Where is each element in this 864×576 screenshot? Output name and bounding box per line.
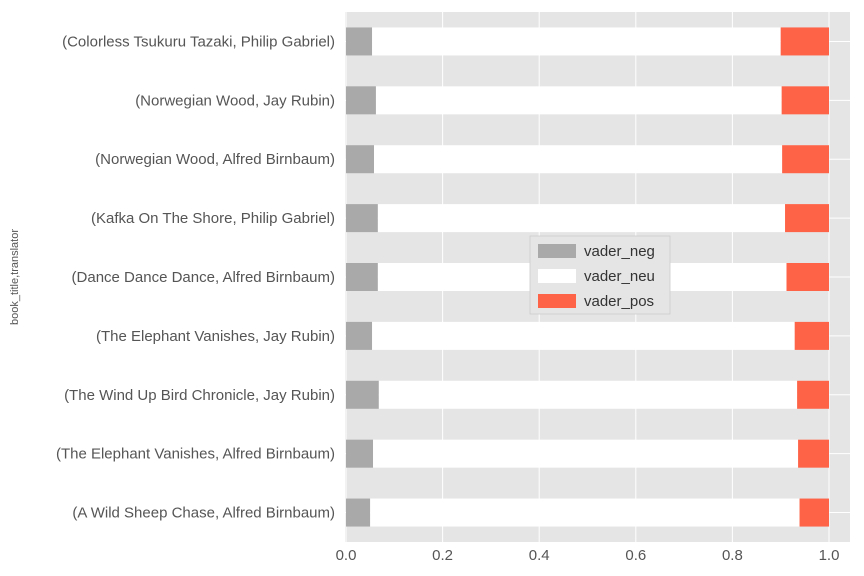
legend-swatch-vader_neg	[538, 244, 576, 258]
y-tick-label: (A Wild Sheep Chase, Alfred Birnbaum)	[72, 505, 335, 522]
x-tick-label: 0.4	[529, 547, 550, 564]
bar-vader_pos	[799, 498, 829, 527]
bar-vader_pos	[794, 321, 829, 350]
bar-vader_neg	[346, 439, 374, 468]
bar-vader_neu	[373, 439, 799, 468]
bar-vader_neg	[346, 263, 378, 291]
x-tick-label: 0.6	[625, 547, 646, 564]
bar-vader_neu	[370, 498, 800, 527]
y-tick-label: (Dance Dance Dance, Alfred Birnbaum)	[72, 269, 335, 286]
legend: vader_neg vader_neu vader_pos	[529, 235, 671, 315]
bar-vader_neg	[346, 86, 376, 115]
bar-vader_neu	[378, 380, 798, 409]
legend-label: vader_pos	[584, 293, 654, 310]
bar-vader_neu	[375, 86, 782, 115]
bar-vader_neg	[346, 145, 375, 174]
y-tick-label: (Norwegian Wood, Jay Rubin)	[135, 92, 335, 109]
y-axis-label: book_title,translator	[9, 229, 21, 325]
bar-vader_neg	[346, 321, 373, 350]
y-tick-labels: (Colorless Tsukuru Tazaki, Philip Gabrie…	[56, 33, 335, 521]
bar-vader_neg	[346, 498, 371, 527]
bar-vader_neu	[377, 204, 786, 233]
bar-vader_neg	[346, 204, 378, 233]
bar-vader_pos	[786, 263, 829, 291]
bar-vader_neg	[346, 27, 373, 56]
x-tick-label: 0.8	[722, 547, 743, 564]
x-tick-label: 0.2	[432, 547, 453, 564]
legend-swatch-vader_pos	[538, 294, 576, 308]
legend-swatch-vader_neu	[538, 269, 576, 283]
bar-vader_neu	[372, 321, 795, 350]
y-tick-label: (Norwegian Wood, Alfred Birnbaum)	[95, 151, 335, 168]
y-tick-label: (Kafka On The Shore, Philip Gabriel)	[91, 210, 335, 227]
bar-vader_pos	[781, 86, 829, 115]
bar-vader_pos	[798, 439, 829, 468]
bars	[346, 27, 829, 527]
bar-vader_pos	[780, 27, 829, 56]
bar-vader_pos	[797, 380, 829, 409]
bar-vader_neg	[346, 380, 379, 409]
bar-vader_pos	[785, 204, 829, 233]
y-tick-label: (The Wind Up Bird Chronicle, Jay Rubin)	[64, 387, 335, 404]
y-tick-label: (The Elephant Vanishes, Jay Rubin)	[96, 328, 335, 345]
x-tick-labels: 0.0 0.2 0.4 0.6 0.8 1.0	[336, 547, 840, 564]
bar-vader_neu	[372, 27, 781, 56]
y-tick-label: (The Elephant Vanishes, Alfred Birnbaum)	[56, 446, 335, 463]
legend-label: vader_neu	[584, 268, 655, 285]
y-tick-label: (Colorless Tsukuru Tazaki, Philip Gabrie…	[62, 33, 335, 50]
x-tick-label: 1.0	[819, 547, 840, 564]
bar-vader_neu	[374, 145, 783, 174]
legend-label: vader_neg	[584, 243, 655, 260]
x-tick-label: 0.0	[336, 547, 357, 564]
bar-vader_pos	[782, 145, 829, 174]
